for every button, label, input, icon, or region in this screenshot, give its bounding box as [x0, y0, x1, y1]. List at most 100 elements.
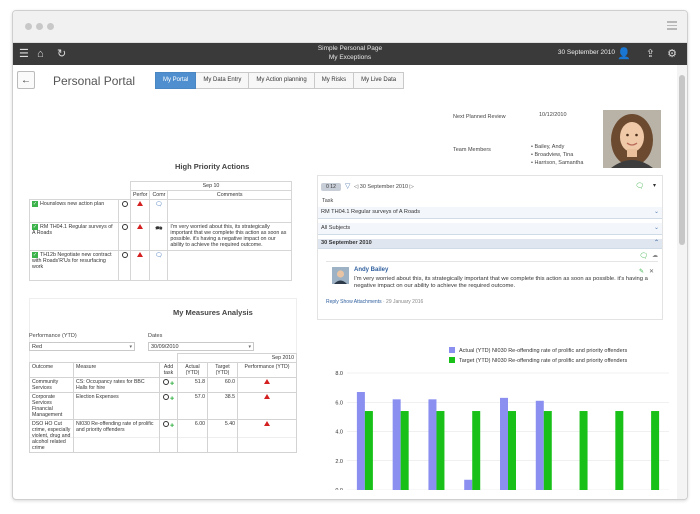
team-member[interactable]: • Broadview, Tina	[531, 152, 574, 158]
window-dots	[25, 23, 54, 30]
comment-cell: I'm very worried about this, its strateg…	[167, 222, 292, 251]
measure-link[interactable]: NI030 Re-offending rate of prolific and …	[73, 419, 160, 453]
tab-my-live-data[interactable]: My Live Data	[354, 72, 405, 89]
bar-target[interactable]	[615, 411, 624, 490]
add-task-icon[interactable]: ✚	[170, 396, 175, 402]
chevron-down-icon: ⌄	[653, 209, 659, 215]
user-icon[interactable]: 👤	[617, 48, 631, 60]
tab-my-portal[interactable]: My Portal	[155, 72, 197, 89]
measure-link[interactable]: CS: Occupancy rates for BBC Halls for hi…	[73, 377, 160, 393]
measure-link[interactable]: Election Expenses	[73, 392, 160, 420]
bar-actual[interactable]	[464, 479, 473, 490]
close-icon[interactable]: ✕	[648, 269, 654, 275]
bar-target[interactable]	[400, 411, 409, 490]
bar-target[interactable]	[364, 411, 373, 490]
red-alert-icon	[137, 224, 144, 229]
scrollbar[interactable]	[677, 65, 687, 499]
chart-plot: 0.0 2.0 4.0 6.0 8.0	[335, 371, 669, 490]
comment-icon[interactable]: 🗨	[155, 202, 163, 208]
reply-link[interactable]: Reply Show Attachments	[326, 299, 382, 305]
back-button[interactable]: ←	[17, 71, 35, 89]
browser-menu-icon[interactable]	[667, 21, 677, 32]
bar-target[interactable]	[543, 411, 552, 490]
task-select[interactable]: RM TH04.1 Regular surveys of A Roads ⌄	[318, 207, 662, 219]
post-footer: Reply Show Attachments · 29 January 2016	[326, 299, 423, 305]
page-title: Personal Portal	[53, 74, 136, 88]
add-comment-icon[interactable]: 🗨	[635, 183, 644, 190]
refresh-icon[interactable]: ↻	[57, 48, 67, 60]
target-icon[interactable]	[121, 224, 128, 230]
high-priority-title: High Priority Actions	[175, 162, 250, 171]
scrollbar-thumb[interactable]	[679, 75, 685, 245]
legend-target: Target (YTD) NI030 Re-offending rate of …	[459, 358, 627, 364]
bar-target[interactable]	[651, 411, 660, 490]
bar-target[interactable]	[508, 411, 516, 490]
table-row[interactable]: ✓ Hounslows new action plan 🗨	[29, 199, 292, 223]
target-icon[interactable]	[121, 252, 128, 258]
comment-cell	[167, 250, 292, 281]
action-link[interactable]: Hounslows new action plan	[40, 201, 105, 207]
col-measure: Measure	[73, 362, 160, 378]
tab-my-action-planning[interactable]: My Action planning	[249, 72, 315, 89]
y-tick-label: 0.0	[335, 488, 343, 490]
tab-bar: My Portal My Data Entry My Action planni…	[155, 72, 405, 89]
col-add-task: Add task	[159, 362, 178, 378]
browser-chrome	[13, 11, 687, 43]
team-member[interactable]: • Harrison, Samantha	[531, 160, 584, 166]
tab-my-data-entry[interactable]: My Data Entry	[196, 72, 250, 89]
comment-icon[interactable]: 🗨	[155, 253, 163, 259]
table-row[interactable]: DSO HO Cut crime, especially violent, dr…	[29, 419, 297, 453]
browser-window: ☰ ⌂ ↻ Simple Personal Page My Exceptions…	[12, 10, 688, 500]
bar-target[interactable]	[579, 411, 588, 490]
add-comment-icon[interactable]: 🗨	[639, 253, 648, 260]
post-author[interactable]: Andy Bailey	[354, 267, 389, 273]
bar-target[interactable]	[436, 411, 445, 490]
comment-icon[interactable]: 🗪	[155, 226, 163, 232]
perf-label: Performance (YTD)	[29, 333, 77, 339]
target-icon[interactable]	[162, 421, 169, 427]
dates-select[interactable]: 30/09/2010 ▾	[148, 342, 254, 351]
action-link[interactable]: TH12b Negotiate new contract with Roads'…	[32, 252, 112, 270]
bar-target[interactable]	[472, 411, 481, 490]
add-task-icon[interactable]: ✚	[170, 381, 175, 387]
hamburger-icon[interactable]: ☰	[19, 48, 29, 60]
table-row[interactable]: Corporate Services Financial Management …	[29, 392, 297, 420]
bar-actual[interactable]	[428, 399, 437, 490]
target-cell: 5.40	[207, 419, 238, 453]
target-icon[interactable]	[121, 201, 128, 207]
target-icon[interactable]	[162, 394, 169, 400]
team-member[interactable]: • Bailey, Andy	[531, 144, 565, 150]
timeline-date-nav[interactable]: ◁ 30 September 2010 ▷	[354, 184, 414, 190]
add-task-icon[interactable]: ✚	[170, 423, 175, 429]
tab-my-risks[interactable]: My Risks	[314, 72, 355, 89]
table-row[interactable]: ✓ RM TH04.1 Regular surveys of A Roads 🗪 …	[29, 222, 292, 251]
edit-icon[interactable]: ✎	[638, 269, 644, 275]
bar-actual[interactable]	[535, 400, 544, 490]
performance-select[interactable]: Red ▾	[29, 342, 135, 351]
filter-icon[interactable]: ▽	[345, 183, 351, 190]
chevron-down-icon[interactable]: ▾	[652, 183, 656, 189]
high-priority-table: Sep 10 Perfor Comr Comments ✓ Hounslows n…	[29, 181, 292, 281]
bar-actual[interactable]	[356, 392, 365, 490]
group-date-header[interactable]: 30 September 2010 ⌃	[318, 239, 662, 249]
table-row[interactable]: ✓ TH12b Negotiate new contract with Roads…	[29, 250, 292, 281]
actual-cell: 51.8	[177, 377, 208, 393]
subject-select[interactable]: All Subjects ⌄	[318, 223, 662, 235]
target-icon[interactable]	[162, 379, 169, 385]
timeline-count-badge[interactable]: 0 12	[321, 183, 341, 191]
avatar	[603, 110, 661, 168]
outcome-cell: DSO HO Cut crime, especially violent, dr…	[29, 419, 74, 453]
action-link[interactable]: RM TH04.1 Regular surveys of A Roads	[32, 224, 113, 236]
bar-actual[interactable]	[392, 399, 401, 490]
cloud-icon: ☁	[652, 253, 658, 259]
red-alert-icon	[137, 201, 144, 206]
target-cell: 60.0	[207, 377, 238, 393]
table-row[interactable]: Community Services CS: Occupancy rates f…	[29, 377, 297, 393]
col-comm: Comr	[149, 190, 169, 200]
settings-icon[interactable]: ⚙	[667, 48, 677, 60]
share-icon[interactable]: ⇪	[645, 48, 655, 60]
home-icon[interactable]: ⌂	[37, 48, 44, 60]
post-avatar	[332, 267, 349, 284]
comment-cell	[167, 199, 292, 223]
bar-actual[interactable]	[500, 397, 508, 490]
